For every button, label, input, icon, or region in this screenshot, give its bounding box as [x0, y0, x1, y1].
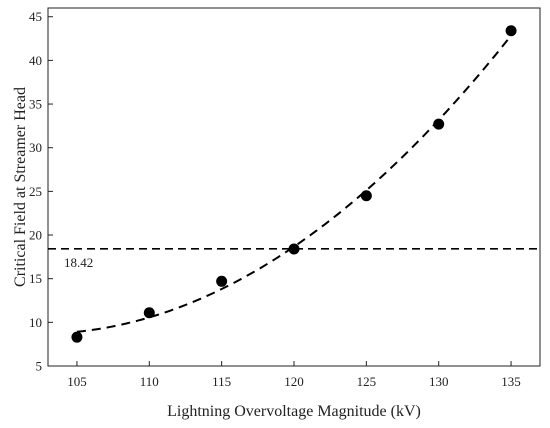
- y-tick-label: 5: [36, 359, 43, 374]
- data-point: [216, 275, 228, 287]
- y-tick-label: 10: [29, 315, 42, 330]
- data-point: [505, 25, 517, 37]
- x-tick-label: 135: [501, 374, 521, 389]
- y-tick-label: 15: [29, 271, 42, 286]
- x-tick-label: 130: [429, 374, 449, 389]
- data-points: [71, 25, 517, 343]
- y-axis: 5 10 15 20 25 30 35 40 45: [29, 9, 53, 374]
- x-tick-label: 105: [67, 374, 87, 389]
- y-tick-label: 35: [29, 97, 42, 112]
- x-axis-title: Lightning Overvoltage Magnitude (kV): [167, 403, 421, 420]
- x-axis: 105 110 115 120 125 130 135: [67, 361, 521, 389]
- data-point: [288, 243, 300, 255]
- data-point: [143, 307, 155, 319]
- x-tick-label: 115: [212, 374, 231, 389]
- data-point: [360, 190, 372, 202]
- reference-line-label: 18.42: [64, 255, 93, 270]
- y-tick-label: 30: [29, 140, 42, 155]
- x-tick-label: 125: [357, 374, 377, 389]
- data-point: [433, 118, 445, 130]
- y-tick-label: 20: [29, 228, 42, 243]
- y-tick-label: 45: [29, 9, 42, 24]
- x-tick-label: 110: [140, 374, 159, 389]
- fit-curve: [76, 34, 512, 333]
- data-point: [71, 331, 83, 343]
- y-tick-label: 40: [29, 53, 42, 68]
- x-tick-label: 120: [284, 374, 304, 389]
- plot-frame: [47, 7, 541, 367]
- y-tick-label: 25: [29, 184, 42, 199]
- y-axis-title: Critical Field at Streamer Head: [12, 87, 29, 287]
